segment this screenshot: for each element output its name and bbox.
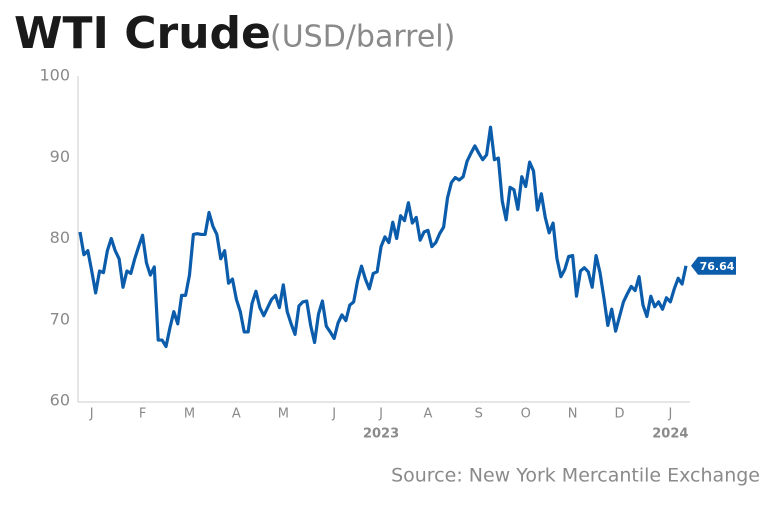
y-tick-label: 90 [50,147,70,166]
year-label: 2023 [363,427,399,442]
x-tick-label: M [184,407,195,422]
y-tick-label: 70 [50,309,70,328]
x-tick-label: O [521,407,531,422]
x-tick-label: D [615,407,625,422]
x-tick-label: F [139,407,146,422]
x-tick-label: J [89,407,94,422]
chart-title: WTI Crude [14,8,271,59]
price-line [78,125,688,349]
chart-subtitle: (USD/barrel) [270,20,455,55]
x-tick-label: J [331,407,336,422]
x-tick-label: M [278,407,289,422]
x-tick-label: S [475,407,483,422]
x-tick-label: J [667,407,672,422]
x-tick-label: A [232,407,241,422]
source: Source: New York Mercantile Exchange [391,465,760,487]
y-tick-label: 60 [50,391,70,410]
x-tick-label: J [378,407,383,422]
year-label: 2024 [652,427,688,442]
last-value-label: 76.64 [700,260,735,273]
x-tick-label: A [424,407,433,422]
y-tick-label: 80 [50,228,70,247]
x-tick-label: N [568,407,578,422]
y-tick-label: 100 [39,66,70,85]
last-value-badge [691,256,736,275]
